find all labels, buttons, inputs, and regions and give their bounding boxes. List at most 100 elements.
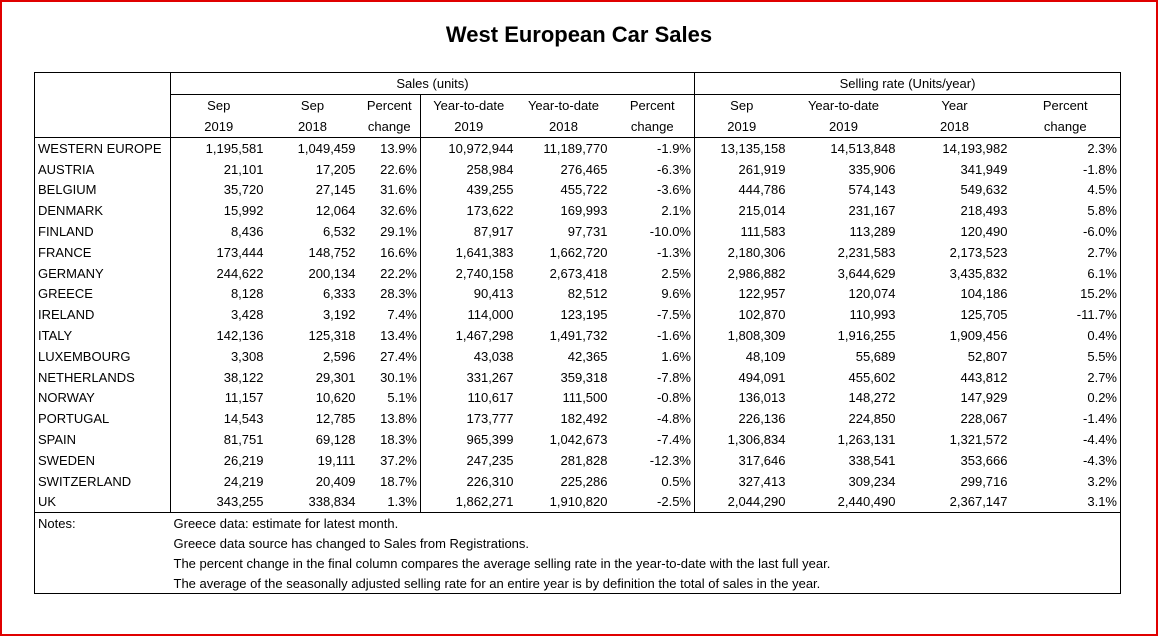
cell: 3,428 (230, 307, 264, 323)
cell: 228,067 (960, 411, 1008, 427)
column-header: change (610, 116, 695, 138)
cell: 5.8% (1087, 203, 1117, 219)
cell: 2,044,290 (727, 494, 786, 510)
cell: 35,720 (223, 182, 264, 198)
country: WESTERN EUROPE (34, 137, 171, 159)
cell: 327,413 (738, 473, 786, 489)
cell: 102,870 (738, 307, 786, 323)
cell: 276,465 (560, 161, 608, 177)
cell: 69,128 (315, 432, 356, 448)
cell: 1,491,732 (549, 328, 608, 344)
cell: 1,909,456 (949, 328, 1008, 344)
cell: 4.5% (1087, 182, 1117, 198)
cell: 244,622 (216, 265, 264, 281)
cell: 52,807 (967, 348, 1008, 364)
group-header: Sales (units) (170, 72, 695, 95)
cell: 38,122 (223, 369, 264, 385)
cell: 3.2% (1087, 473, 1117, 489)
cell: 338,541 (848, 452, 896, 468)
cell: 15,992 (223, 203, 264, 219)
cell: 317,646 (738, 452, 786, 468)
cell: -6.3% (610, 158, 695, 180)
cell: 32.6% (358, 200, 421, 222)
country: DENMARK (34, 200, 171, 222)
cell: -7.4% (610, 429, 695, 450)
cell: 1,321,572 (949, 432, 1008, 448)
cell: 19,111 (317, 452, 356, 468)
column-header: 2018 (516, 116, 611, 138)
notes-row: Notes: Greece data: estimate for latest m… (34, 512, 1121, 534)
cell: 1,042,673 (549, 432, 608, 448)
cell: 12,785 (315, 411, 356, 427)
notes-label (35, 553, 171, 573)
data-row: IRELAND 3,428 3,192 7.4% 114,000 123,195 -7.5%… (34, 304, 1121, 326)
cell: 14,513,848 (830, 140, 896, 156)
cell: 439,255 (466, 182, 514, 198)
country: SWEDEN (34, 449, 171, 471)
country: IRELAND (34, 304, 171, 326)
cell: 31.6% (358, 179, 421, 201)
data-row: SWITZERLAND 24,219 20,409 18.7% 226,310 225,2… (34, 470, 1121, 492)
country: ITALY (34, 325, 171, 346)
data-row: GREECE 8,128 6,333 28.3% 90,413 82,512 9.6% 122… (34, 283, 1121, 305)
cell: 1,467,298 (455, 328, 514, 344)
cell: -1.9% (610, 137, 695, 159)
group-header-row: Sales (units) Selling rate (Units/year) (34, 72, 1121, 95)
cell: 8,436 (230, 224, 264, 240)
cell: -7.8% (610, 366, 695, 388)
country: FINLAND (34, 221, 171, 242)
cell: 125,318 (308, 328, 356, 344)
cell: 218,493 (960, 203, 1008, 219)
cell: 17,205 (315, 161, 356, 177)
data-row: DENMARK 15,992 12,064 32.6% 173,622 169,993 2.… (34, 200, 1121, 222)
cell: 27.4% (358, 345, 421, 367)
cell: 574,143 (848, 182, 896, 198)
cell: 81,751 (223, 432, 264, 448)
cell: 258,984 (466, 161, 514, 177)
cell: 261,919 (738, 161, 786, 177)
cell: 97,731 (567, 224, 608, 240)
cell: 14,543 (223, 411, 264, 427)
cell: 3,192 (322, 307, 356, 323)
cell: 29,301 (315, 369, 356, 385)
cell: 494,091 (738, 369, 786, 385)
cell: -0.8% (610, 387, 695, 409)
cell: 12,064 (315, 203, 356, 219)
cell: 142,136 (216, 328, 264, 344)
column-header: change (358, 116, 421, 138)
cell: 2,740,158 (455, 265, 514, 281)
notes-label (35, 533, 171, 553)
cell: 247,235 (466, 452, 514, 468)
cell: 359,318 (560, 369, 608, 385)
cell: 444,786 (738, 182, 786, 198)
cell: 30.1% (358, 366, 421, 388)
cell: 0.2% (1087, 390, 1117, 406)
cell: 169,993 (560, 203, 608, 219)
notes-row: The average of the seasonally adjusted s… (35, 573, 1121, 594)
country: PORTUGAL (34, 408, 171, 430)
cell: 13.9% (358, 137, 421, 159)
country: FRANCE (34, 241, 171, 263)
cell: 111,500 (562, 390, 608, 406)
cell: 9.6% (610, 283, 695, 305)
country: AUSTRIA (34, 158, 171, 180)
cell: 11,157 (224, 390, 264, 406)
cell: -4.8% (610, 408, 695, 430)
cell: -1.6% (610, 325, 695, 346)
cell: 3.1% (1087, 494, 1117, 510)
cell: 113,289 (849, 224, 896, 240)
cell: 120,074 (848, 286, 896, 302)
cell: 182,492 (560, 411, 608, 427)
notes-label (35, 573, 171, 594)
cell: 1,641,383 (455, 244, 514, 260)
country: GREECE (34, 283, 171, 305)
cell: 2,986,882 (727, 265, 786, 281)
cell: 6,532 (322, 224, 356, 240)
cell: 1,910,820 (549, 494, 608, 510)
data-row: BELGIUM 35,720 27,145 31.6% 439,255 455,722 -3… (34, 179, 1121, 201)
cell: -1.3% (610, 241, 695, 263)
cell: 1,662,720 (549, 244, 608, 260)
cell: -7.5% (610, 304, 695, 326)
